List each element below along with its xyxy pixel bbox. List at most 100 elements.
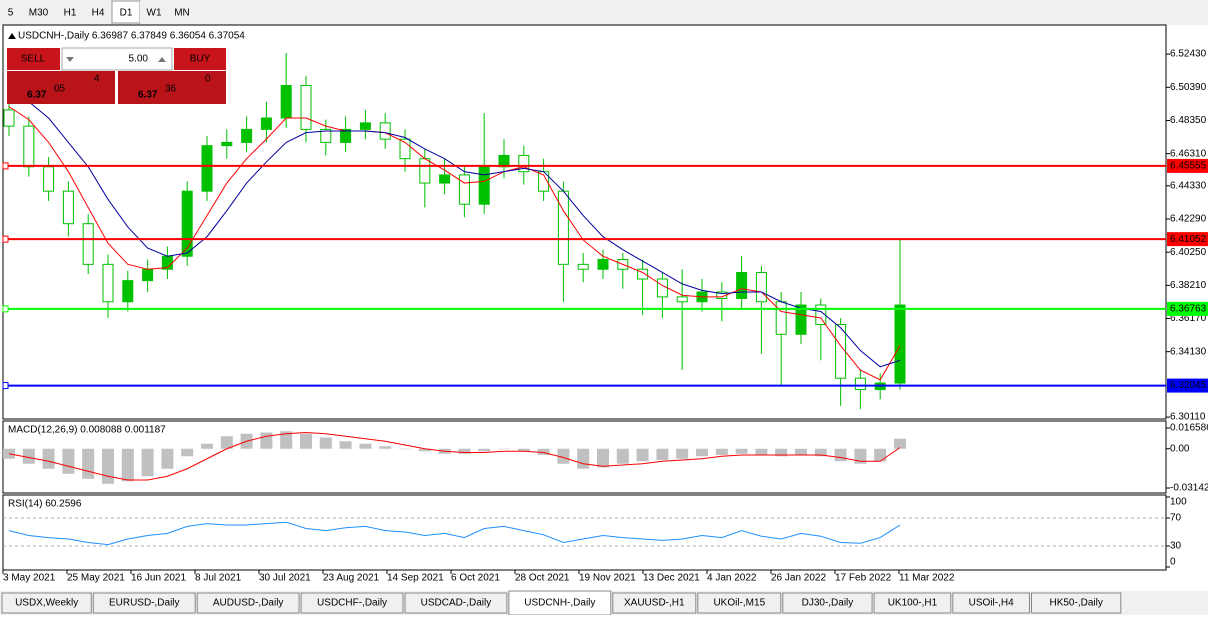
candle-body: [835, 324, 847, 379]
candle-body: [676, 296, 688, 303]
y-tick-label: 6.48350: [1170, 115, 1207, 126]
macd-bar: [557, 448, 570, 464]
chart-tab[interactable]: [952, 592, 1030, 614]
chart-tab[interactable]: [697, 592, 782, 614]
macd-bar: [379, 446, 392, 449]
candle-body: [102, 263, 114, 303]
candle-body: [439, 174, 451, 184]
chart-tab[interactable]: [196, 592, 300, 614]
macd-bar: [696, 448, 708, 457]
macd-bar: [636, 448, 649, 462]
timeframe-label[interactable]: 5: [8, 8, 14, 19]
candle-body: [755, 271, 767, 303]
candle-body: [815, 304, 827, 326]
macd-bar: [121, 448, 134, 482]
candle-body: [795, 304, 807, 335]
candle-body: [260, 117, 272, 130]
level-marker: [2, 305, 9, 313]
chart-tab-label[interactable]: HK50-,Daily: [1049, 598, 1102, 609]
macd-bar: [874, 448, 887, 462]
chart-tab[interactable]: [612, 592, 697, 614]
x-tick-label: 14 Sep 2021: [387, 573, 444, 584]
y-tick-label: 6.34130: [1170, 346, 1207, 357]
candle-body: [359, 122, 371, 130]
timeframe-label[interactable]: M30: [29, 8, 49, 19]
candle-body: [62, 190, 74, 225]
candle-body: [557, 190, 569, 265]
candle-body: [43, 166, 55, 192]
macd-bar: [161, 448, 174, 469]
volume-down[interactable]: [66, 57, 74, 62]
level-price-box: [1167, 378, 1208, 393]
chart-tab-label[interactable]: XAUUSD-,H1: [624, 598, 685, 609]
chart-tab-label[interactable]: UKOil-,M15: [713, 598, 765, 609]
chart-tab[interactable]: [782, 592, 873, 614]
buy-label[interactable]: BUY: [190, 54, 211, 65]
y-tick-label: 30: [1170, 541, 1182, 552]
chart-tab-label[interactable]: EURUSD-,Daily: [109, 598, 180, 609]
macd-bar: [42, 448, 55, 469]
chart-tab[interactable]: [1, 592, 92, 614]
volume-value[interactable]: 5.00: [129, 54, 149, 65]
y-tick-label: 6.36170: [1170, 313, 1207, 324]
sell-button[interactable]: [7, 48, 60, 70]
macd-bar: [577, 448, 590, 469]
macd-bar: [854, 448, 867, 464]
chart-tab-label[interactable]: AUDUSD-,Daily: [213, 598, 284, 609]
timeframe-button[interactable]: [140, 1, 168, 23]
buy-button[interactable]: [174, 48, 226, 70]
macd-bar: [458, 448, 471, 454]
chart-tab[interactable]: [508, 590, 612, 616]
chart-tab-label[interactable]: USDX,Weekly: [15, 598, 78, 609]
candle-body: [300, 84, 312, 130]
bid-price-box[interactable]: [7, 71, 115, 104]
level-price-box: [1167, 232, 1208, 247]
level-price-box: [1167, 158, 1208, 173]
x-tick-label: 16 Jun 2021: [131, 573, 186, 584]
chart-tab[interactable]: [404, 592, 508, 614]
candle-body: [340, 128, 352, 143]
timeframe-button[interactable]: [0, 1, 21, 23]
y-tick-label: 6.40250: [1170, 247, 1207, 258]
chart-tab-label[interactable]: USDCHF-,Daily: [317, 598, 387, 609]
macd-bar: [834, 448, 847, 462]
x-tick-label: 11 Mar 2022: [899, 573, 955, 584]
timeframe-label[interactable]: MN: [174, 8, 190, 19]
macd-bar: [260, 432, 273, 449]
candle-body: [241, 128, 253, 143]
candle-body: [894, 304, 906, 384]
macd-bar: [22, 448, 35, 464]
candle-body: [656, 278, 668, 298]
macd-bar: [517, 448, 530, 452]
chart-tab[interactable]: [1031, 592, 1122, 614]
timeframe-label[interactable]: W1: [147, 8, 162, 19]
timeframe-label[interactable]: H1: [64, 8, 77, 19]
chart-tab-label[interactable]: USDCAD-,Daily: [421, 598, 492, 609]
x-tick-label: 23 Aug 2021: [323, 573, 380, 584]
sell-label[interactable]: SELL: [21, 54, 46, 65]
chart-tab-label[interactable]: UK100-,H1: [888, 598, 938, 609]
chart-tab[interactable]: [300, 592, 404, 614]
macd-bar: [319, 437, 332, 449]
timeframe-button[interactable]: [56, 1, 84, 23]
chart-tab-label[interactable]: USDCNH-,Daily: [524, 598, 595, 609]
macd-bar: [656, 448, 669, 460]
level-price-label: 6.32045: [1170, 380, 1207, 391]
timeframe-button[interactable]: [84, 1, 112, 23]
chart-tab-label[interactable]: DJ30-,Daily: [802, 598, 854, 609]
timeframe-label[interactable]: H4: [92, 8, 105, 19]
chart-tab[interactable]: [92, 592, 196, 614]
timeframe-button[interactable]: [168, 1, 196, 23]
macd-bar: [597, 448, 609, 468]
chart-tab-label[interactable]: USOil-,H4: [969, 598, 1014, 609]
candle-body: [181, 190, 193, 257]
macd-signal: [8, 431, 901, 481]
volume-up[interactable]: [158, 57, 166, 62]
ask-price-small: 0: [205, 74, 211, 85]
timeframe-label[interactable]: D1: [120, 8, 133, 19]
y-tick-label: 6.52430: [1170, 49, 1207, 60]
level-price-label: 6.36763: [1170, 304, 1207, 315]
timeframe-button[interactable]: [21, 1, 56, 23]
ask-price-box[interactable]: [118, 71, 226, 104]
chart-tab[interactable]: [873, 592, 952, 614]
